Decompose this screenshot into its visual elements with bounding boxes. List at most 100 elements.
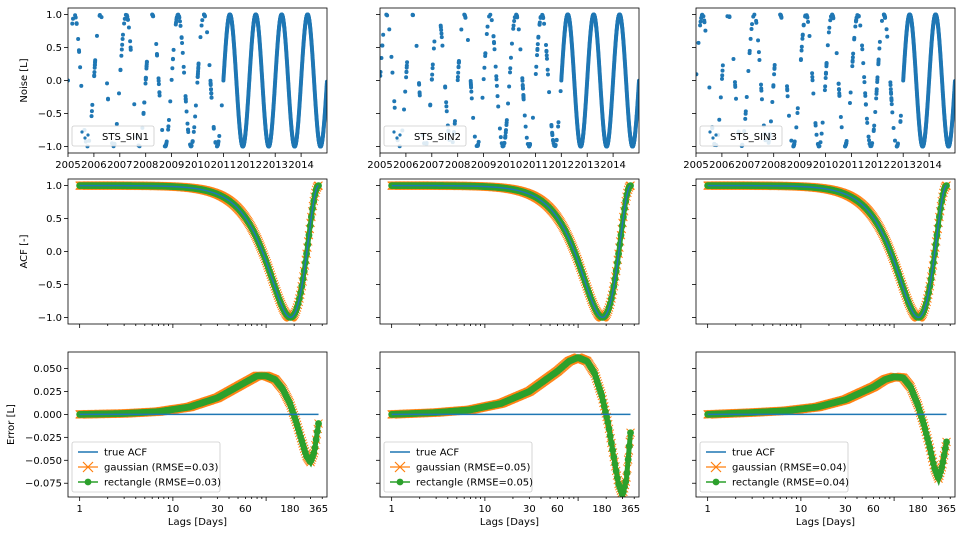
noise-point <box>874 96 879 101</box>
x-tick-label: 2009 <box>471 160 496 171</box>
noise-point <box>798 57 803 62</box>
noise-point <box>544 42 548 47</box>
x-tick-label: 2014 <box>916 160 941 171</box>
noise-point <box>889 97 894 102</box>
noise-point <box>871 129 876 134</box>
legend-marker <box>711 136 715 140</box>
noise-point <box>105 81 110 86</box>
noise-point <box>894 144 899 149</box>
noise-point <box>702 20 707 25</box>
noise-point <box>208 78 213 83</box>
noise-point <box>120 42 125 47</box>
legend-box <box>699 125 783 147</box>
noise-point <box>732 80 737 85</box>
noise-point <box>786 113 791 118</box>
legend-box <box>71 125 155 147</box>
noise-point <box>819 131 824 136</box>
noise-point <box>810 74 815 79</box>
noise-point <box>154 42 159 47</box>
noise-point <box>163 144 168 149</box>
noise-point <box>116 91 121 96</box>
noise-point <box>380 56 384 60</box>
noise-point <box>143 81 148 86</box>
noise-point <box>482 65 487 70</box>
noise-point <box>799 48 804 53</box>
noise-point <box>444 104 449 109</box>
legend-box <box>383 125 467 147</box>
noise-point <box>855 13 860 18</box>
noise-point <box>205 30 210 35</box>
noise-point <box>508 66 513 71</box>
noise-point <box>749 26 754 31</box>
x-tick-label: 2006 <box>81 160 106 171</box>
noise-point <box>404 75 409 80</box>
legend-marker <box>80 130 84 134</box>
noise-point <box>727 14 732 19</box>
noise-point <box>198 35 203 40</box>
noise-point <box>144 64 149 69</box>
noise-point <box>428 103 433 108</box>
noise-point <box>550 137 555 142</box>
noise-point <box>188 144 193 149</box>
noise-point <box>537 22 542 27</box>
noise-point <box>122 21 127 26</box>
noise-point <box>527 144 532 149</box>
noise-point <box>455 74 460 79</box>
noise-point <box>852 37 857 42</box>
noise-point <box>506 101 511 106</box>
noise-point <box>497 126 502 131</box>
noise-point <box>511 23 516 28</box>
noise-point <box>720 68 725 73</box>
noise-point <box>456 70 461 75</box>
noise-point <box>877 39 882 44</box>
noise-point <box>816 144 821 149</box>
noise-point <box>875 77 880 82</box>
noise-point <box>430 72 435 77</box>
noise-point <box>884 27 889 32</box>
noise-point <box>862 75 867 80</box>
noise-point <box>785 84 790 89</box>
noise-point <box>810 71 815 76</box>
noise-point <box>380 73 383 78</box>
x-tick-label: 2006 <box>709 160 734 171</box>
noise-point <box>177 19 182 24</box>
noise-point <box>516 27 521 32</box>
noise-point <box>803 14 808 19</box>
noise-point <box>520 82 525 87</box>
noise-point <box>888 87 893 92</box>
rectangle-markers <box>76 182 322 321</box>
noise-point <box>462 13 467 18</box>
noise-point <box>800 33 805 38</box>
noise-point <box>90 102 95 107</box>
noise-point <box>92 74 97 79</box>
noise-point <box>508 55 513 60</box>
noise-point <box>195 80 200 85</box>
noise-point <box>820 120 825 125</box>
noise-point <box>522 113 527 118</box>
noise-point <box>558 89 563 94</box>
noise-point <box>837 93 842 98</box>
noise-point <box>78 65 83 70</box>
noise-point <box>387 27 392 32</box>
true-acf-series <box>391 184 631 319</box>
noise-point <box>544 53 549 58</box>
noise-points-1 <box>68 12 327 149</box>
noise-point <box>757 57 762 62</box>
noise-point <box>404 69 409 74</box>
noise-point <box>847 101 852 106</box>
noise-point <box>545 72 550 77</box>
legend-marker <box>83 136 87 140</box>
noise-point <box>813 121 818 126</box>
x-tick-label: 2014 <box>600 160 625 171</box>
noise-point <box>853 19 858 24</box>
noise-point <box>876 62 881 67</box>
gaussian-series <box>387 181 635 322</box>
noise-point <box>125 17 130 22</box>
noise-point <box>874 91 879 96</box>
x-tick-label: 2007 <box>419 160 444 171</box>
noise-point <box>493 64 498 69</box>
noise-point <box>76 48 81 53</box>
noise-point <box>717 117 722 122</box>
legend-label: STS_SIN1 <box>102 132 149 143</box>
noise-point <box>209 87 214 92</box>
